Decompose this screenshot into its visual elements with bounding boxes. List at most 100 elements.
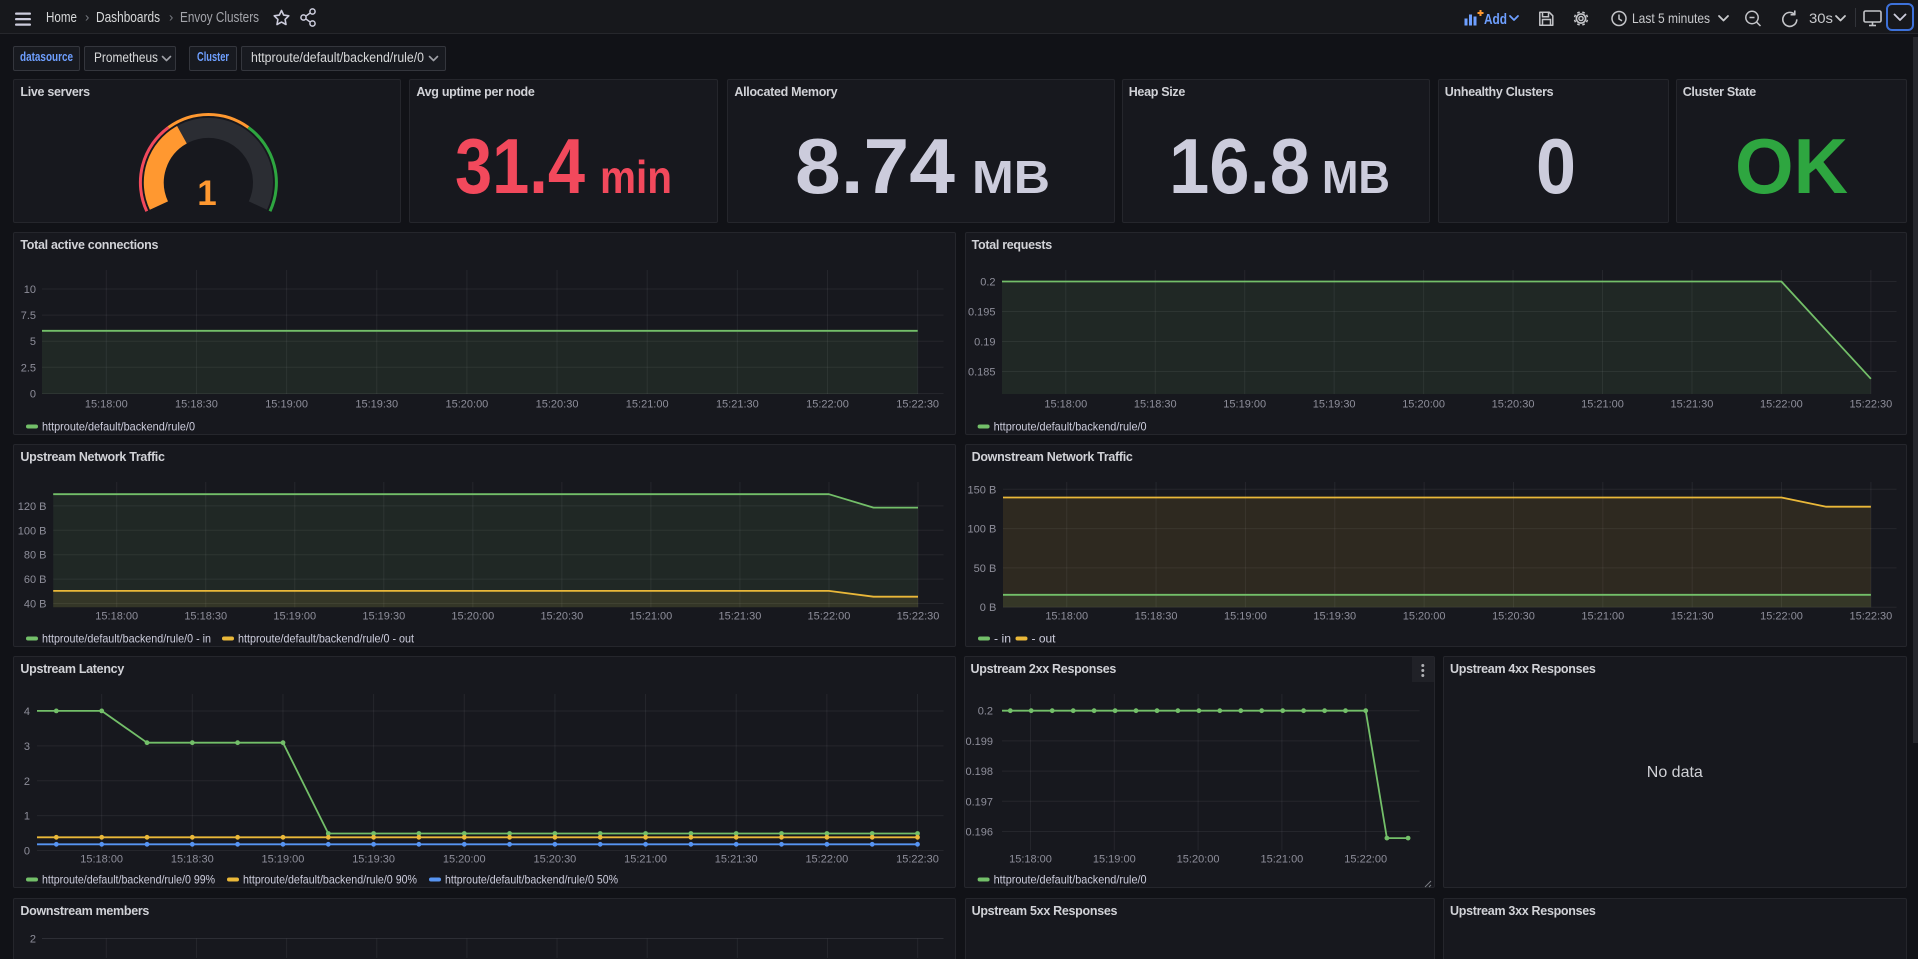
svg-text:15:22:00: 15:22:00 <box>1344 854 1387 866</box>
svg-text:0.2: 0.2 <box>978 706 993 718</box>
svg-text:0.198: 0.198 <box>965 766 993 778</box>
svg-text:15:19:00: 15:19:00 <box>265 399 308 411</box>
svg-text:15:22:30: 15:22:30 <box>896 854 939 866</box>
svg-text:15:18:00: 15:18:00 <box>95 610 138 622</box>
svg-text:15:19:30: 15:19:30 <box>1313 399 1356 411</box>
svg-text:2.5: 2.5 <box>21 362 36 374</box>
svg-text:15:21:00: 15:21:00 <box>1581 610 1624 622</box>
svg-text:15:21:00: 15:21:00 <box>624 854 667 866</box>
svg-text:0: 0 <box>24 846 30 858</box>
svg-text:15:21:30: 15:21:30 <box>716 399 759 411</box>
svg-text:0.199: 0.199 <box>965 736 993 748</box>
svg-text:httproute/default/backend/rule: httproute/default/backend/rule/0 <box>251 50 424 65</box>
svg-text:3: 3 <box>24 741 30 753</box>
svg-text:60 B: 60 B <box>24 574 47 586</box>
svg-text:Add: Add <box>1484 12 1507 28</box>
svg-text:0.19: 0.19 <box>974 337 995 349</box>
svg-text:2: 2 <box>24 776 30 788</box>
svg-text:15:20:30: 15:20:30 <box>536 399 579 411</box>
svg-text:httproute/default/backend/rule: httproute/default/backend/rule/0 <box>994 420 1147 434</box>
svg-text:120 B: 120 B <box>18 501 47 513</box>
svg-text:15:19:00: 15:19:00 <box>1093 854 1136 866</box>
svg-text:15:20:30: 15:20:30 <box>1492 399 1535 411</box>
svg-text:httproute/default/backend/rule: httproute/default/backend/rule/0 <box>42 420 195 434</box>
svg-text:MB: MB <box>972 151 1050 203</box>
svg-text:15:19:30: 15:19:30 <box>352 854 395 866</box>
svg-text:15:22:30: 15:22:30 <box>897 610 940 622</box>
svg-text:15:18:30: 15:18:30 <box>184 610 227 622</box>
svg-text:15:22:30: 15:22:30 <box>1849 399 1892 411</box>
svg-text:15:18:00: 15:18:00 <box>1009 854 1052 866</box>
svg-text:15:21:30: 15:21:30 <box>1671 399 1714 411</box>
svg-text:15:19:00: 15:19:00 <box>262 854 305 866</box>
svg-text:›: › <box>85 10 89 25</box>
svg-text:15:18:30: 15:18:30 <box>171 854 214 866</box>
svg-text:1: 1 <box>24 811 30 823</box>
svg-text:40 B: 40 B <box>24 599 47 611</box>
svg-text:15:22:00: 15:22:00 <box>806 399 849 411</box>
svg-text:50 B: 50 B <box>974 563 997 575</box>
svg-text:Last 5 minutes: Last 5 minutes <box>1632 10 1710 26</box>
svg-text:15:20:00: 15:20:00 <box>451 610 494 622</box>
svg-text:0: 0 <box>30 389 36 401</box>
svg-text:15:21:00: 15:21:00 <box>626 399 669 411</box>
svg-text:15:21:30: 15:21:30 <box>715 854 758 866</box>
svg-text:150 B: 150 B <box>968 484 997 496</box>
svg-text:- out: - out <box>1032 632 1057 646</box>
svg-text:5: 5 <box>30 336 36 348</box>
svg-text:OK: OK <box>1735 122 1848 210</box>
svg-text:15:18:00: 15:18:00 <box>80 854 123 866</box>
svg-text:100 B: 100 B <box>968 524 997 536</box>
svg-text:15:19:00: 15:19:00 <box>1224 610 1267 622</box>
svg-text:15:20:30: 15:20:30 <box>533 854 576 866</box>
svg-text:15:18:30: 15:18:30 <box>1134 399 1177 411</box>
svg-text:15:19:30: 15:19:30 <box>355 399 398 411</box>
svg-text:31.4: 31.4 <box>455 122 585 210</box>
svg-text:15:18:30: 15:18:30 <box>1135 610 1178 622</box>
svg-text:7.5: 7.5 <box>21 310 36 322</box>
svg-text:15:19:30: 15:19:30 <box>362 610 405 622</box>
svg-text:15:22:00: 15:22:00 <box>1760 399 1803 411</box>
svg-text:4: 4 <box>24 706 30 718</box>
svg-text:1: 1 <box>197 174 216 213</box>
svg-text:15:20:00: 15:20:00 <box>1402 399 1445 411</box>
svg-text:15:22:30: 15:22:30 <box>1849 610 1892 622</box>
svg-text:15:22:00: 15:22:00 <box>808 610 851 622</box>
svg-text:15:19:00: 15:19:00 <box>273 610 316 622</box>
svg-text:15:19:30: 15:19:30 <box>1313 610 1356 622</box>
svg-text:15:21:00: 15:21:00 <box>629 610 672 622</box>
svg-text:MB: MB <box>1322 151 1390 203</box>
svg-text:8.74: 8.74 <box>795 122 955 210</box>
svg-text:›: › <box>169 10 173 25</box>
svg-text:15:20:00: 15:20:00 <box>1403 610 1446 622</box>
svg-text:16.8: 16.8 <box>1169 122 1310 210</box>
svg-text:15:20:30: 15:20:30 <box>540 610 583 622</box>
svg-text:Home: Home <box>46 10 77 26</box>
svg-text:0.195: 0.195 <box>968 307 996 319</box>
svg-text:15:18:00: 15:18:00 <box>85 399 128 411</box>
svg-text:- in: - in <box>994 632 1011 646</box>
svg-text:15:20:00: 15:20:00 <box>443 854 486 866</box>
svg-text:Prometheus: Prometheus <box>94 50 158 65</box>
svg-text:Dashboards: Dashboards <box>96 10 160 26</box>
svg-text:15:22:30: 15:22:30 <box>896 399 939 411</box>
svg-text:15:21:00: 15:21:00 <box>1581 399 1624 411</box>
svg-text:httproute/default/backend/rule: httproute/default/backend/rule/0 50% <box>445 873 618 887</box>
svg-text:No data: No data <box>1647 764 1703 781</box>
svg-text:Cluster: Cluster <box>197 50 229 64</box>
svg-text:0.197: 0.197 <box>965 796 993 808</box>
svg-text:30s: 30s <box>1809 10 1833 26</box>
svg-text:0 B: 0 B <box>980 602 997 614</box>
svg-text:15:20:00: 15:20:00 <box>1177 854 1220 866</box>
svg-text:15:18:30: 15:18:30 <box>175 399 218 411</box>
svg-text:15:22:00: 15:22:00 <box>805 854 848 866</box>
svg-text:0.185: 0.185 <box>968 367 996 379</box>
svg-text:min: min <box>600 151 672 203</box>
svg-text:15:19:00: 15:19:00 <box>1223 399 1266 411</box>
svg-text:0.196: 0.196 <box>965 827 993 839</box>
svg-text:15:18:00: 15:18:00 <box>1044 399 1087 411</box>
svg-text:15:22:00: 15:22:00 <box>1760 610 1803 622</box>
svg-text:100 B: 100 B <box>18 525 47 537</box>
svg-text:httproute/default/backend/rule: httproute/default/backend/rule/0 90% <box>243 873 417 887</box>
svg-text:datasource: datasource <box>20 50 73 64</box>
